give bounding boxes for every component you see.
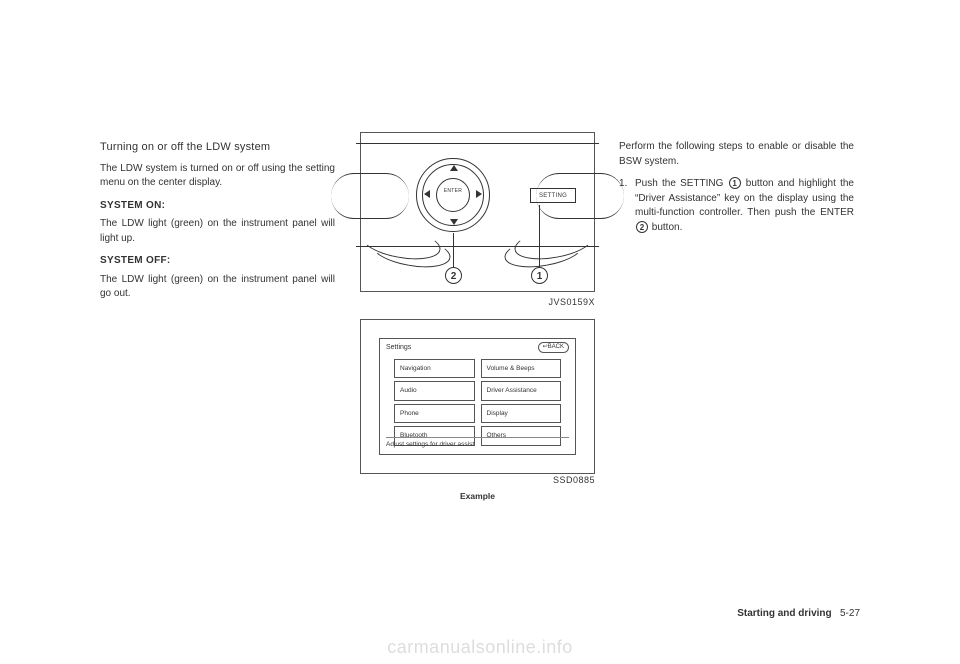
menu-item: Phone [394, 404, 475, 423]
menu-col-left: Navigation Audio Phone Bluetooth [394, 359, 475, 446]
footer-section: Starting and driving [737, 608, 831, 619]
ldw-intro: The LDW system is turned on or off using… [100, 162, 335, 191]
menu-item: Driver Assistance [481, 381, 562, 400]
settings-menu: Navigation Audio Phone Bluetooth Volume … [394, 359, 561, 446]
system-off-label: SYSTEM OFF: [100, 254, 335, 269]
ldw-heading: Turning on or off the LDW system [100, 140, 335, 156]
ref-2-icon: 2 [636, 221, 648, 233]
ref-1-icon: 1 [729, 177, 741, 189]
menu-col-right: Volume & Beeps Driver Assistance Display… [481, 359, 562, 446]
menu-item: Display [481, 404, 562, 423]
screen-title: Settings [386, 343, 411, 353]
system-off-text: The LDW light (green) on the instrument … [100, 273, 335, 302]
leader-line [453, 233, 454, 271]
right-column: Perform the following steps to enable or… [619, 140, 854, 235]
trim-curve [369, 229, 453, 272]
step-number: 1. [619, 177, 635, 235]
callout-2: 2 [445, 267, 462, 284]
figure-settings-screen: Settings ↩BACK Navigation Audio Phone Bl… [360, 319, 595, 474]
arrow-up-icon [450, 165, 458, 171]
back-button: ↩BACK [538, 342, 569, 353]
menu-item: Navigation [394, 359, 475, 378]
center-column: ENTER SETTING 1 2 JVS0159X Settings ↩BAC… [360, 132, 595, 502]
trim-line [356, 143, 599, 144]
trim-panel [331, 173, 409, 219]
page-footer: Starting and driving 5-27 [737, 608, 860, 619]
watermark: carmanualsonline.info [0, 637, 960, 658]
figure2-caption: Example [360, 490, 595, 502]
arrow-left-icon [424, 190, 430, 198]
figure2-code: SSD0885 [360, 474, 595, 487]
steps-list: 1. Push the SETTING 1 button and highlig… [619, 177, 854, 235]
system-on-label: SYSTEM ON: [100, 199, 335, 214]
menu-item: Audio [394, 381, 475, 400]
display-screen: Settings ↩BACK Navigation Audio Phone Bl… [379, 338, 576, 455]
step-text: Push the SETTING 1 button and highlight … [635, 177, 854, 235]
figure-controller: ENTER SETTING 1 2 [360, 132, 595, 292]
menu-item: Volume & Beeps [481, 359, 562, 378]
callout-1: 1 [531, 267, 548, 284]
figure1-code: JVS0159X [360, 296, 595, 309]
leader-line [539, 205, 540, 269]
arrow-down-icon [450, 219, 458, 225]
status-bar: Adjust settings for driver assist [386, 437, 569, 449]
trim-curve [502, 229, 586, 272]
left-column: Turning on or off the LDW system The LDW… [100, 140, 335, 310]
system-on-text: The LDW light (green) on the instrument … [100, 217, 335, 246]
enter-label: ENTER [436, 188, 470, 195]
step-1: 1. Push the SETTING 1 button and highlig… [619, 177, 854, 235]
bsw-intro: Perform the following steps to enable or… [619, 140, 854, 169]
setting-button: SETTING [530, 188, 576, 203]
arrow-right-icon [476, 190, 482, 198]
footer-page: 5-27 [840, 608, 860, 619]
